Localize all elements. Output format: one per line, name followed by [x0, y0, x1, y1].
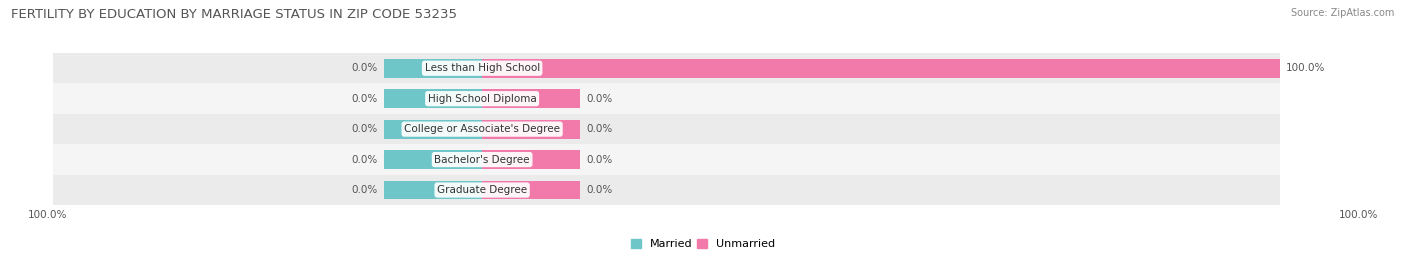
Bar	[52, 144, 1279, 175]
Bar	[52, 175, 1279, 205]
Text: Source: ZipAtlas.com: Source: ZipAtlas.com	[1291, 8, 1395, 18]
Bar	[52, 114, 1279, 144]
Bar	[482, 59, 1279, 78]
Text: FERTILITY BY EDUCATION BY MARRIAGE STATUS IN ZIP CODE 53235: FERTILITY BY EDUCATION BY MARRIAGE STATU…	[11, 8, 457, 21]
Text: Less than High School: Less than High School	[425, 63, 540, 73]
Bar	[482, 180, 581, 200]
Bar	[52, 83, 1279, 114]
Text: 0.0%: 0.0%	[352, 124, 378, 134]
Text: Bachelor's Degree: Bachelor's Degree	[434, 155, 530, 165]
Bar	[384, 150, 482, 169]
Bar	[482, 150, 581, 169]
Text: Graduate Degree: Graduate Degree	[437, 185, 527, 195]
Bar	[482, 89, 581, 108]
Text: 100.0%: 100.0%	[28, 210, 67, 220]
Bar	[384, 59, 482, 78]
Text: 0.0%: 0.0%	[586, 155, 613, 165]
Text: 100.0%: 100.0%	[1339, 210, 1378, 220]
Text: 0.0%: 0.0%	[586, 94, 613, 104]
Bar	[384, 89, 482, 108]
Text: College or Associate's Degree: College or Associate's Degree	[404, 124, 560, 134]
Bar	[52, 53, 1279, 83]
Bar	[384, 120, 482, 139]
Text: 100.0%: 100.0%	[1286, 63, 1326, 73]
Text: 0.0%: 0.0%	[586, 185, 613, 195]
Bar	[384, 180, 482, 200]
Legend: Married, Unmarried: Married, Unmarried	[631, 239, 775, 249]
Bar	[482, 120, 581, 139]
Text: 0.0%: 0.0%	[352, 94, 378, 104]
Text: 0.0%: 0.0%	[352, 155, 378, 165]
Text: 0.0%: 0.0%	[586, 124, 613, 134]
Text: 0.0%: 0.0%	[352, 63, 378, 73]
Text: High School Diploma: High School Diploma	[427, 94, 537, 104]
Text: 0.0%: 0.0%	[352, 185, 378, 195]
